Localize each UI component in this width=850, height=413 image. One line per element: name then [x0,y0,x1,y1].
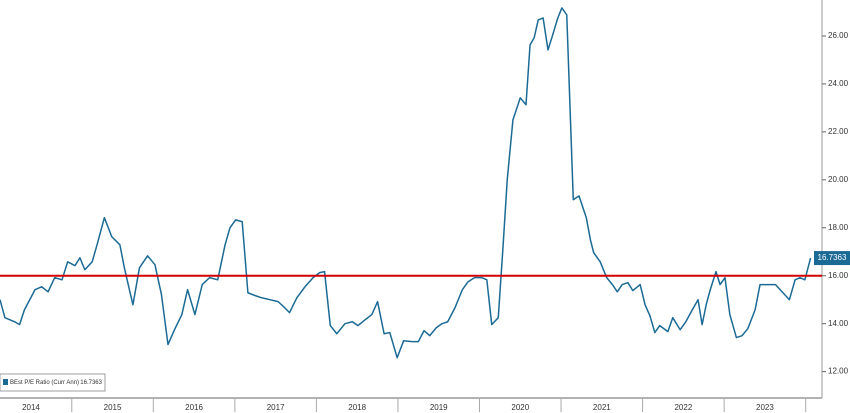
legend-box [0,373,106,392]
x-tick-label: 2022 [674,403,692,412]
x-tick-label: 2020 [511,403,529,412]
x-tick-label: 2019 [430,403,448,412]
y-tick-label: 18.00 [828,223,849,232]
x-tick-label: 2016 [185,403,203,412]
legend-label: BEst P/E Ratio (Curr Ann) [10,380,79,386]
last-value-label: 16.7363 [818,253,847,262]
x-tick-label: 2021 [593,403,611,412]
x-tick-label: 2017 [267,403,285,412]
y-tick-label: 22.00 [828,127,849,136]
y-tick-label: 24.00 [828,79,849,88]
legend-swatch [3,379,8,385]
last-value-tag [814,251,850,266]
y-tick-label: 20.00 [828,175,849,184]
series-line [0,7,812,359]
y-tick-label: 16.00 [828,271,849,280]
x-tick-label: 2014 [22,403,40,412]
x-tick-label: 2015 [104,403,122,412]
x-tick-label: 2023 [756,403,774,412]
x-tick-label: 2018 [348,403,366,412]
legend-value: 16.7363 [80,380,102,386]
y-tick-label: 14.00 [828,319,849,328]
y-tick-label: 26.00 [828,31,849,40]
y-tick-label: 12.00 [828,367,849,376]
